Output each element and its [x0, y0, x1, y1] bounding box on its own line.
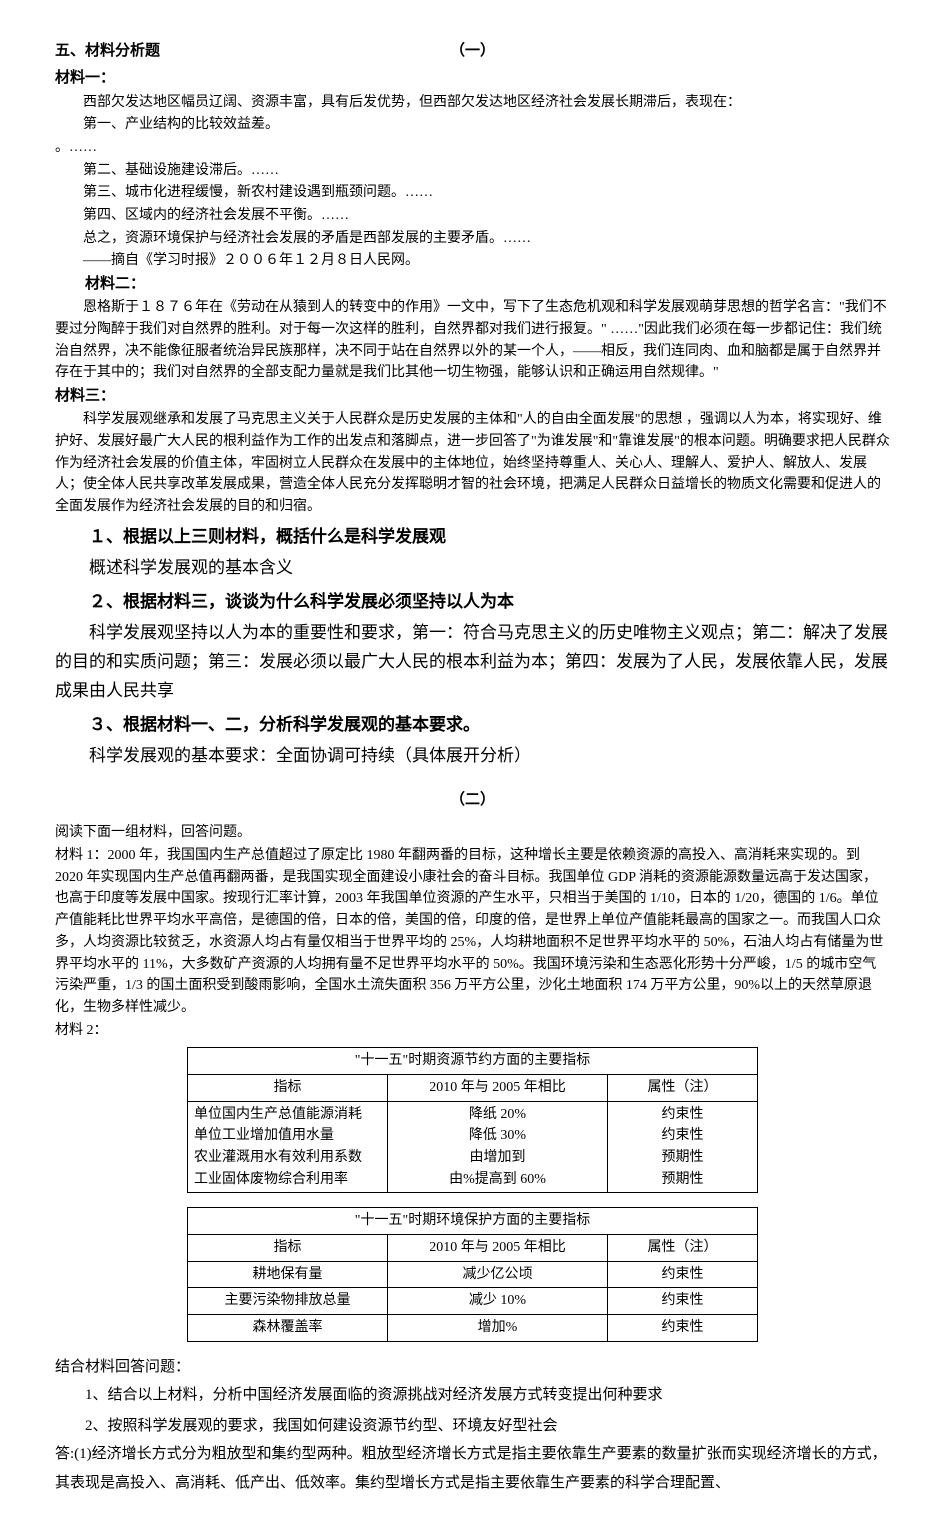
table1-r2c3: 约束性 [618, 1125, 747, 1147]
table-resource-conservation: "十一五"时期资源节约方面的主要指标 指标 2010 年与 2005 年相比 属… [187, 1047, 758, 1193]
part2-mat2-label: 材料 2： [55, 1020, 890, 1042]
table1-header-row: 指标 2010 年与 2005 年相比 属性（注） [188, 1074, 758, 1101]
table1-r1c1: 单位国内生产总值能源消耗 [194, 1104, 377, 1126]
table1-h3: 属性（注） [608, 1074, 758, 1101]
table2-r2c3: 约束性 [608, 1288, 758, 1315]
material1-p3: 第二、基础设施建设滞后。…… [55, 160, 890, 182]
answer-2: 科学发展观坚持以人为本的重要性和要求，第一：符合马克思主义的历史唯物主义观点；第… [55, 619, 890, 706]
table2-r2c1: 主要污染物排放总量 [188, 1288, 388, 1315]
table2-r2c2: 减少 10% [388, 1288, 608, 1315]
table-row: 单位国内生产总值能源消耗 单位工业增加值用水量 农业灌溉用水有效利用系数 工业固… [188, 1101, 758, 1193]
table1-r4c1: 工业固体废物综合利用率 [194, 1169, 377, 1191]
table2-header-row: 指标 2010 年与 2005 年相比 属性（注） [188, 1235, 758, 1262]
material3-title: 材料三： [55, 385, 890, 408]
table1-title: "十一五"时期资源节约方面的主要指标 [188, 1048, 758, 1075]
part2-label: （二） [55, 789, 890, 812]
table-row: 森林覆盖率 增加% 约束性 [188, 1315, 758, 1342]
table-environment-protection: "十一五"时期环境保护方面的主要指标 指标 2010 年与 2005 年相比 属… [187, 1207, 758, 1341]
material1-p6: 总之，资源环境保护与经济社会发展的矛盾是西部发展的主要矛盾。…… [55, 228, 890, 250]
final-intro: 结合材料回答问题： [55, 1356, 890, 1379]
table2-h2: 2010 年与 2005 年相比 [388, 1235, 608, 1262]
table2-r1c2: 减少亿公顷 [388, 1261, 608, 1288]
material2-title: 材料二： [55, 273, 890, 296]
table1-h1: 指标 [188, 1074, 388, 1101]
table1-r4c2: 由%提高到 60% [398, 1169, 597, 1191]
part1-label: （一） [450, 40, 495, 63]
table2-r3c3: 约束性 [608, 1315, 758, 1342]
material3-body: 科学发展观继承和发展了马克思主义关于人民群众是历史发展的主体和"人的自由全面发展… [55, 409, 890, 517]
part2-intro: 阅读下面一组材料，回答问题。 [55, 822, 890, 844]
final-answer: 答:(1)经济增长方式分为粗放型和集约型两种。粗放型经济增长方式是指主要依靠生产… [55, 1440, 890, 1497]
table2-r1c1: 耕地保有量 [188, 1261, 388, 1288]
table1-h2: 2010 年与 2005 年相比 [388, 1074, 608, 1101]
material1-p2: 第一、产业结构的比较效益差。 [55, 114, 890, 136]
part2-mat1-label: 材料 1： [55, 848, 108, 863]
part2-mat1: 材料 1：2000 年，我国国内生产总值超过了原定比 1980 年翻两番的目标，… [55, 845, 890, 1019]
header-row: 五、材料分析题 （一） [55, 40, 890, 63]
table1-r4c3: 预期性 [618, 1169, 747, 1191]
answer-1: 概述科学发展观的基本含义 [55, 554, 890, 583]
table1-r3c3: 预期性 [618, 1147, 747, 1169]
table2-r3c2: 增加% [388, 1315, 608, 1342]
table1-col3-block: 约束性 约束性 预期性 预期性 [608, 1101, 758, 1193]
table2-h1: 指标 [188, 1235, 388, 1262]
final-q2: 2、按照科学发展观的要求，我国如何建设资源节约型、环境友好型社会 [55, 1412, 890, 1441]
material2-body: 恩格斯于１８７６年在《劳动在从猿到人的转变中的作用》一文中，写下了生态危机观和科… [55, 297, 890, 384]
material1-p4: 第三、城市化进程缓慢，新农村建设遇到瓶颈问题。…… [55, 182, 890, 204]
table-row: 耕地保有量 减少亿公顷 约束性 [188, 1261, 758, 1288]
question-3: ３、根据材料一、二，分析科学发展观的基本要求。 [55, 712, 890, 738]
table1-col1-block: 单位国内生产总值能源消耗 单位工业增加值用水量 农业灌溉用水有效利用系数 工业固… [188, 1101, 388, 1193]
table1-r3c2: 由增加到 [398, 1147, 597, 1169]
table2-h3: 属性（注） [608, 1235, 758, 1262]
material1-p1: 西部欠发达地区幅员辽阔、资源丰富，具有后发优势，但西部欠发达地区经济社会发展长期… [55, 92, 890, 114]
material1-title: 材料一： [55, 67, 890, 90]
table1-col2-block: 降纸 20% 降低 30% 由增加到 由%提高到 60% [388, 1101, 608, 1193]
table2-r1c3: 约束性 [608, 1261, 758, 1288]
question-2: ２、根据材料三，谈谈为什么科学发展必须坚持以人为本 [55, 589, 890, 615]
table-row: 主要污染物排放总量 减少 10% 约束性 [188, 1288, 758, 1315]
table1-r1c2: 降纸 20% [398, 1104, 597, 1126]
table1-r1c3: 约束性 [618, 1104, 747, 1126]
material1-dots: 。…… [55, 137, 890, 159]
material1-source: ——摘自《学习时报》２００６年１２月８日人民网。 [55, 250, 890, 272]
final-q1: 1、结合以上材料，分析中国经济发展面临的资源挑战对经济发展方式转变提出何种要求 [55, 1381, 890, 1410]
table2-r3c1: 森林覆盖率 [188, 1315, 388, 1342]
part2-mat1-body: 2000 年，我国国内生产总值超过了原定比 1980 年翻两番的目标，这种增长主… [55, 848, 883, 1015]
table1-r3c1: 农业灌溉用水有效利用系数 [194, 1147, 377, 1169]
section-title: 五、材料分析题 [55, 43, 160, 59]
table1-r2c1: 单位工业增加值用水量 [194, 1125, 377, 1147]
answer-3: 科学发展观的基本要求：全面协调可持续（具体展开分析） [55, 742, 890, 771]
question-1: １、根据以上三则材料，概括什么是科学发展观 [55, 524, 890, 550]
table1-r2c2: 降低 30% [398, 1125, 597, 1147]
table2-title: "十一五"时期环境保护方面的主要指标 [188, 1208, 758, 1235]
material1-p5: 第四、区域内的经济社会发展不平衡。…… [55, 205, 890, 227]
